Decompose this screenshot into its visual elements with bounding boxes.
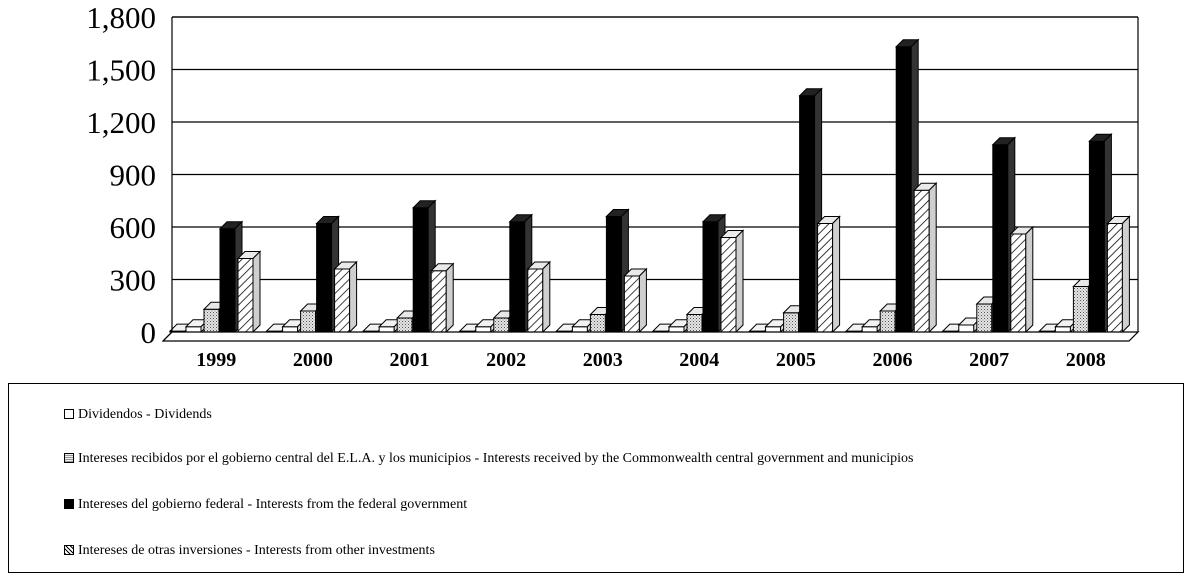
axes bbox=[161, 16, 1140, 342]
y-tick-label: 0 bbox=[141, 315, 157, 350]
bar-other-investments bbox=[429, 262, 455, 334]
bar-other-investments bbox=[526, 260, 552, 334]
bar-other-investments bbox=[816, 215, 841, 334]
legend-swatch-dots bbox=[64, 453, 74, 463]
bar-other-investments bbox=[236, 250, 262, 334]
y-tick-label: 1,200 bbox=[86, 105, 156, 140]
axis-corner bbox=[162, 331, 173, 342]
x-tick-label: 2003 bbox=[583, 349, 623, 371]
bars bbox=[168, 38, 1131, 334]
x-tick-label: 2007 bbox=[969, 349, 1009, 371]
bar-chart: 1,800 1,500 1,200 900 600 300 0 1999 2000 2001 20… bbox=[86, 0, 1140, 371]
x-tick-label: 2008 bbox=[1066, 349, 1106, 371]
x-tick-label: 2000 bbox=[293, 349, 333, 371]
y-tick-label: 900 bbox=[110, 158, 157, 193]
x-tick-label: 2001 bbox=[390, 349, 430, 371]
y-tick-label: 300 bbox=[110, 263, 157, 298]
legend-swatch-empty bbox=[64, 409, 74, 419]
legend-item-commonwealth-interests: Intereses recibidos por el gobierno cent… bbox=[64, 451, 913, 467]
legend-label: Dividendos - Dividends bbox=[78, 407, 212, 422]
x-axis-tick-labels: 1999 2000 2001 2002 2003 2004 2005 2006 2007 2008 bbox=[196, 349, 1105, 371]
legend-swatch-hatch bbox=[64, 545, 74, 555]
legend-swatch-black bbox=[64, 499, 74, 509]
y-tick-label: 1,500 bbox=[86, 53, 156, 88]
bar-other-investments bbox=[912, 182, 938, 334]
legend-item-dividends: Dividendos - Dividends bbox=[64, 407, 212, 423]
plot-floor bbox=[161, 331, 1140, 342]
y-axis-tick-labels: 1,800 1,500 1,200 900 600 300 0 bbox=[86, 0, 156, 350]
y-tick-label: 1,800 bbox=[86, 0, 156, 35]
legend-label: Intereses del gobierno federal - Interes… bbox=[78, 497, 468, 512]
bar-federal-interests bbox=[798, 87, 823, 334]
legend: Dividendos - Dividends Intereses recibid… bbox=[8, 383, 1184, 573]
legend-item-other-investments: Intereses de otras inversiones - Interes… bbox=[64, 543, 435, 559]
x-tick-label: 1999 bbox=[196, 349, 236, 371]
legend-item-federal-interests: Intereses del gobierno federal - Interes… bbox=[64, 497, 467, 513]
bar-other-investments bbox=[333, 260, 358, 334]
x-tick-label: 2005 bbox=[776, 349, 816, 371]
x-tick-label: 2006 bbox=[873, 349, 913, 371]
x-tick-label: 2004 bbox=[679, 349, 719, 371]
bar-federal-interests bbox=[508, 213, 534, 334]
bar-other-investments bbox=[623, 267, 648, 334]
legend-label: Intereses de otras inversiones - Interes… bbox=[78, 543, 435, 558]
legend-label: Intereses recibidos por el gobierno cent… bbox=[78, 451, 914, 466]
x-tick-label: 2002 bbox=[486, 349, 526, 371]
bar-other-investments bbox=[1009, 225, 1035, 334]
y-tick-label: 600 bbox=[110, 210, 157, 245]
bar-other-investments bbox=[719, 229, 745, 334]
bar-commonwealth-interests bbox=[764, 318, 789, 334]
bar-federal-interests bbox=[218, 220, 244, 334]
bar-other-investments bbox=[1106, 215, 1131, 334]
